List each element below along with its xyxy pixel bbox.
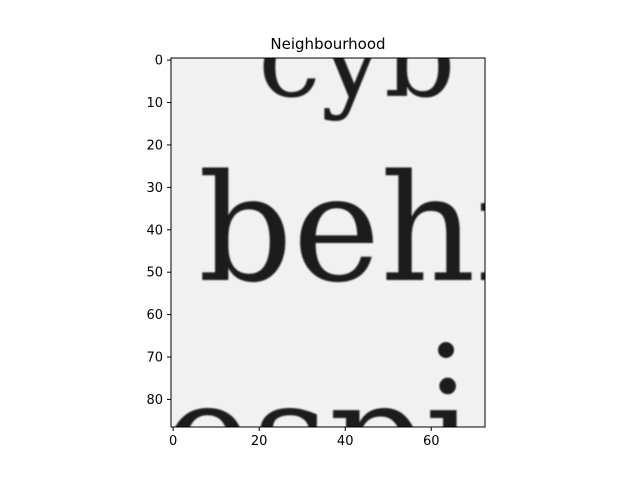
text-fragment-bottom: espi xyxy=(163,350,473,480)
y-tick-label: 40 xyxy=(146,223,163,238)
y-tick-label: 10 xyxy=(146,96,163,111)
heatmap-image: cyb behi espi xyxy=(163,0,523,480)
y-tick-label: 0 xyxy=(155,54,163,69)
x-tick-label: 0 xyxy=(169,434,177,449)
y-tick-label: 60 xyxy=(146,308,163,323)
y-tick-label: 50 xyxy=(146,266,163,281)
x-tick-label: 60 xyxy=(423,434,440,449)
chart-title: Neighbourhood xyxy=(270,35,385,53)
x-axis: 0 20 40 60 xyxy=(169,427,440,449)
x-tick-label: 40 xyxy=(337,434,354,449)
y-tick-label: 70 xyxy=(146,351,163,366)
text-fragment-top: cyb xyxy=(258,0,456,123)
y-tick-label: 20 xyxy=(146,138,163,153)
ink-dot xyxy=(438,342,454,358)
paper-background xyxy=(171,58,485,427)
text-fragment-middle: behi xyxy=(198,143,523,315)
y-tick-label: 30 xyxy=(146,181,163,196)
y-axis: 0 10 20 30 40 50 60 70 80 xyxy=(146,54,171,408)
x-tick-label: 20 xyxy=(251,434,268,449)
y-tick-label: 80 xyxy=(146,393,163,408)
plot-frame xyxy=(170,57,486,428)
